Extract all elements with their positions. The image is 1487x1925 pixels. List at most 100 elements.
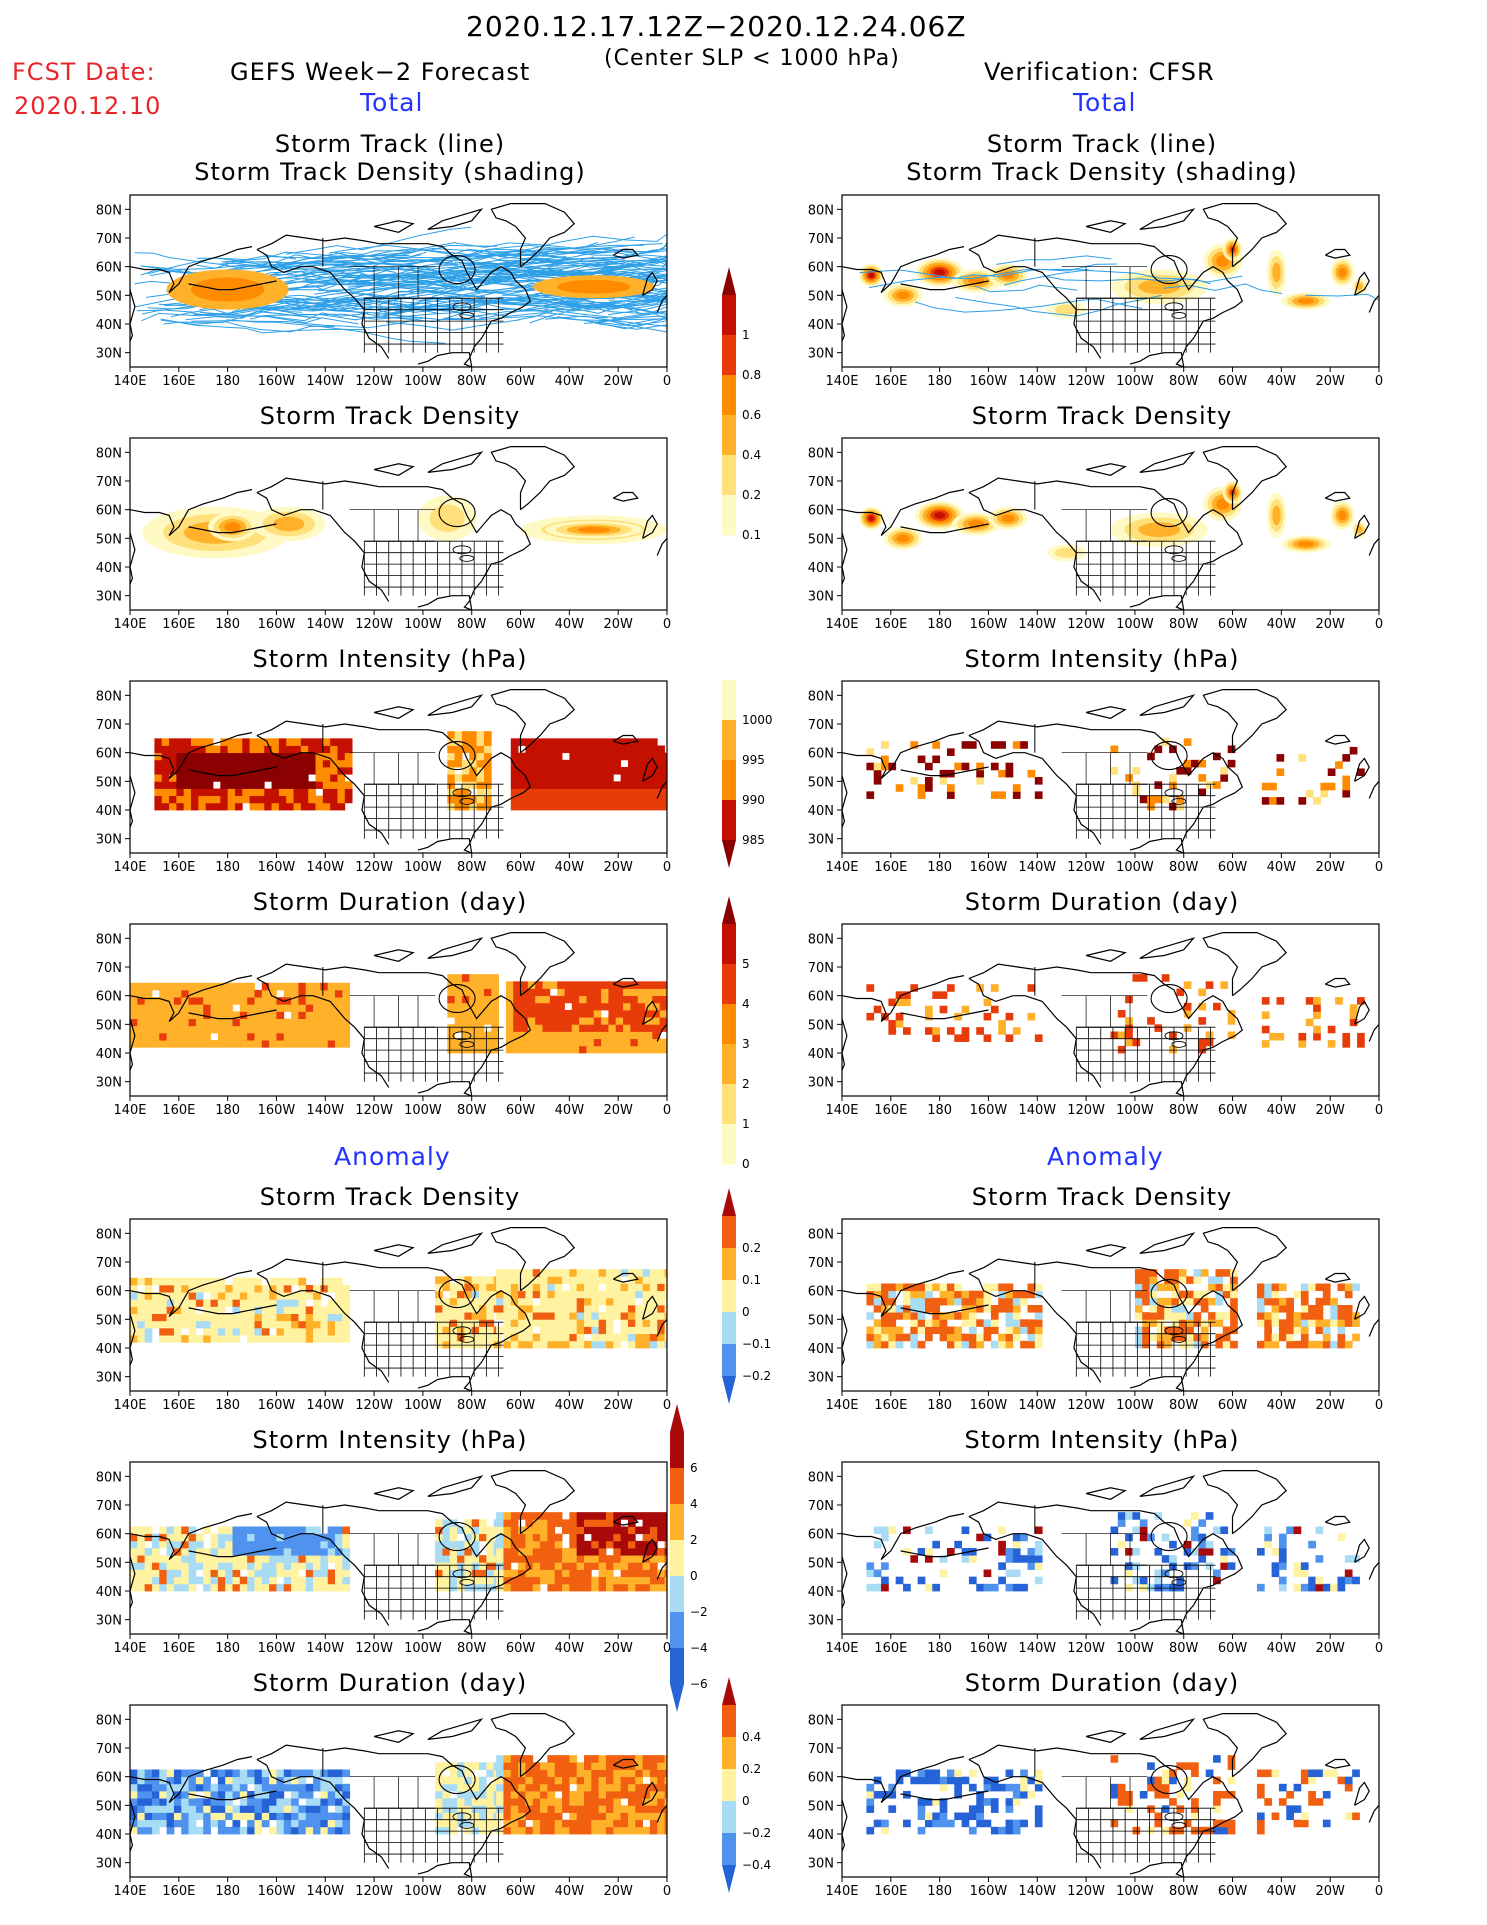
lon-tick-label: 160E — [162, 1103, 195, 1118]
lon-tick-label: 20W — [1315, 860, 1345, 875]
lon-tick-label: 180 — [927, 374, 952, 389]
lat-tick-label: 30N — [808, 347, 834, 362]
r5-title: Storm Track Density — [971, 1183, 1233, 1211]
lat-tick-label: 40N — [808, 1585, 834, 1600]
lon-tick-label: 160W — [970, 617, 1008, 632]
lon-tick-label: 100W — [1116, 1398, 1154, 1413]
colorbar-intensity-total: 1000995990985980 — [712, 650, 792, 887]
map-left-4-field — [130, 932, 667, 1096]
lon-tick-label: 140E — [113, 1398, 146, 1413]
lon-tick-label: 20W — [1315, 374, 1345, 389]
map-right-5: 140E 160E 180 160W 140W 120W 100W 80W 60W 40W 20W 0… — [772, 1209, 1389, 1425]
lon-tick-label: 40W — [555, 860, 585, 875]
lon-tick-label: 60W — [506, 1884, 536, 1899]
lon-tick-label: 100W — [1116, 1641, 1154, 1656]
lon-tick-label: 0 — [1375, 1398, 1383, 1413]
colorbar-density-anom: 0.2 0.1 0 −0.1 −0.2 — [712, 1186, 792, 1410]
lon-tick-label: 160W — [258, 1103, 296, 1118]
lon-tick-label: 160W — [258, 1398, 296, 1413]
colorbar-label: 1000 — [742, 713, 773, 727]
lon-tick-label: 40W — [1267, 1641, 1297, 1656]
lon-tick-label: 140W — [306, 1641, 344, 1656]
lon-tick-label: 120W — [1067, 860, 1105, 875]
lon-tick-label: 100W — [404, 617, 442, 632]
lon-tick-label: 0 — [1375, 1103, 1383, 1118]
colorbar-label: 0 — [742, 1157, 750, 1171]
lat-tick-label: 80N — [808, 1713, 834, 1728]
lon-tick-label: 120W — [355, 617, 393, 632]
lon-tick-label: 80W — [1169, 860, 1199, 875]
lat-tick-label: 70N — [808, 1742, 834, 1757]
colorbar-label: 2 — [690, 1533, 698, 1547]
lat-tick-label: 30N — [96, 1857, 122, 1872]
lon-tick-label: 60W — [506, 1641, 536, 1656]
right-anomaly-label: Anomaly — [1047, 1142, 1164, 1171]
lon-tick-label: 60W — [1218, 617, 1248, 632]
lon-tick-label: 80W — [457, 860, 487, 875]
lon-tick-label: 180 — [927, 1103, 952, 1118]
lon-tick-label: 20W — [603, 1641, 633, 1656]
colorbar-label: 0.2 — [742, 1762, 761, 1776]
colorbar-label: 0.4 — [742, 448, 761, 462]
lon-tick-label: 140E — [113, 1103, 146, 1118]
colorbar-label: 0.1 — [742, 528, 761, 542]
lat-tick-label: 30N — [96, 1371, 122, 1386]
lat-tick-label: 60N — [96, 747, 122, 762]
lon-tick-label: 20W — [603, 617, 633, 632]
lat-tick-label: 40N — [96, 1047, 122, 1062]
map-left-3: 140E 160E 180 160W 140W 120W 100W 80W 60W 40W 20W 0… — [60, 671, 677, 887]
lon-tick-label: 160E — [874, 1103, 907, 1118]
lat-tick-label: 40N — [96, 804, 122, 819]
lon-tick-label: 100W — [404, 1641, 442, 1656]
l4-title: Storm Duration (day) — [252, 888, 528, 916]
map-right-7: 140E 160E 180 160W 140W 120W 100W 80W 60W 40W 20W 0… — [772, 1695, 1389, 1911]
lon-tick-label: 40W — [555, 1884, 585, 1899]
lat-tick-label: 80N — [808, 203, 834, 218]
lon-tick-label: 120W — [1067, 1398, 1105, 1413]
lon-tick-label: 120W — [355, 1398, 393, 1413]
lat-tick-label: 50N — [808, 1313, 834, 1328]
lon-tick-label: 160W — [258, 1641, 296, 1656]
lon-tick-label: 40W — [555, 617, 585, 632]
r3-title: Storm Intensity (hPa) — [964, 645, 1240, 673]
lon-tick-label: 160W — [258, 860, 296, 875]
lat-tick-label: 60N — [96, 990, 122, 1005]
lon-tick-label: 40W — [1267, 1103, 1297, 1118]
lon-tick-label: 0 — [1375, 860, 1383, 875]
lon-tick-label: 140W — [1018, 1398, 1056, 1413]
lon-tick-label: 160W — [258, 374, 296, 389]
lon-tick-label: 20W — [1315, 1884, 1345, 1899]
lon-tick-label: 40W — [555, 374, 585, 389]
lon-tick-label: 80W — [457, 1103, 487, 1118]
lat-tick-label: 30N — [96, 347, 122, 362]
lon-tick-label: 80W — [457, 1641, 487, 1656]
lon-tick-label: 0 — [663, 617, 671, 632]
r4-title: Storm Duration (day) — [964, 888, 1240, 916]
lon-tick-label: 120W — [1067, 374, 1105, 389]
lon-tick-label: 140W — [306, 617, 344, 632]
r1-title-line1: Storm Track (line) — [986, 130, 1218, 158]
lon-tick-label: 80W — [457, 374, 487, 389]
lon-tick-label: 100W — [1116, 1103, 1154, 1118]
lon-tick-label: 160W — [970, 1641, 1008, 1656]
lon-tick-label: 180 — [215, 374, 240, 389]
lat-tick-label: 70N — [96, 475, 122, 490]
lon-tick-label: 160E — [874, 1884, 907, 1899]
lon-tick-label: 80W — [1169, 1884, 1199, 1899]
lon-tick-label: 140E — [113, 617, 146, 632]
colorbar-label: 1 — [742, 1117, 750, 1131]
lat-tick-label: 30N — [808, 1857, 834, 1872]
lat-tick-label: 80N — [808, 1470, 834, 1485]
lon-tick-label: 60W — [506, 374, 536, 389]
lon-tick-label: 20W — [1315, 1398, 1345, 1413]
lon-tick-label: 100W — [404, 374, 442, 389]
lon-tick-label: 0 — [1375, 374, 1383, 389]
lon-tick-label: 60W — [506, 860, 536, 875]
lon-tick-label: 160E — [162, 1398, 195, 1413]
lon-tick-label: 140E — [113, 374, 146, 389]
lon-tick-label: 80W — [1169, 1103, 1199, 1118]
lon-tick-label: 100W — [1116, 617, 1154, 632]
lon-tick-label: 100W — [1116, 1884, 1154, 1899]
lat-tick-label: 50N — [808, 1018, 834, 1033]
lon-tick-label: 20W — [603, 374, 633, 389]
